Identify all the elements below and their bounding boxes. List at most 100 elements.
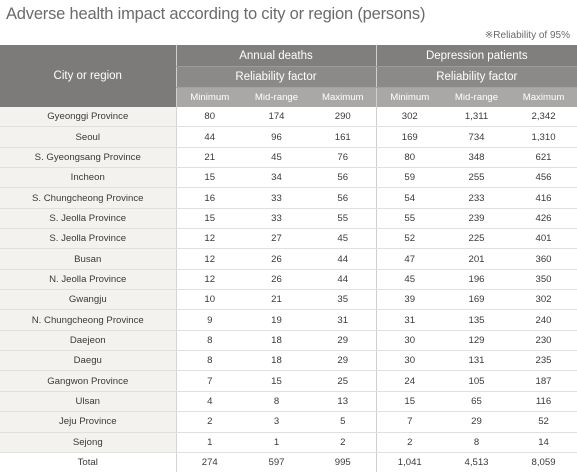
city-cell: Incheon: [0, 167, 177, 189]
annual-deaths-header: Annual deaths: [175, 45, 377, 67]
depression-minimum-cell: 15: [375, 391, 444, 413]
deaths-minimum-cell: 21: [176, 147, 243, 169]
depression-midrange-cell: 255: [443, 167, 511, 189]
city-cell: Daegu: [0, 350, 177, 372]
deaths-maximum-cell: 76: [310, 147, 377, 169]
deaths-maximum-header: Maximum: [310, 87, 377, 107]
health-impact-table: City or region Annual deaths Depression …: [0, 45, 577, 472]
city-cell: N. Jeolla Province: [0, 269, 177, 291]
depression-maximum-cell: 230: [510, 330, 577, 352]
deaths-maximum-cell: 56: [310, 187, 377, 209]
deaths-maximum-cell: 35: [310, 289, 377, 311]
depression-minimum-cell: 2: [375, 432, 444, 453]
deaths-maximum-cell: 45: [310, 228, 377, 250]
table-row: Gwangju 10 21 35 39 169 302: [0, 289, 577, 311]
deaths-maximum-cell: 2: [310, 432, 377, 453]
depression-maximum-cell: 235: [510, 350, 577, 372]
table-row: S. Gyeongsang Province 21 45 76 80 348 621: [0, 147, 577, 169]
deaths-reliability-header: Reliability factor: [175, 66, 377, 88]
city-cell: Gangwon Province: [0, 370, 177, 392]
deaths-maximum-cell: 31: [310, 309, 377, 331]
depression-minimum-cell: 7: [375, 411, 444, 433]
depression-midrange-cell: 169: [443, 289, 511, 311]
deaths-minimum-cell: 1: [176, 432, 243, 453]
city-cell: Jeju Province: [0, 411, 177, 433]
depression-maximum-cell: 401: [510, 228, 577, 250]
depression-maximum-cell: 426: [510, 208, 577, 230]
deaths-midrange-cell: 19: [243, 309, 310, 331]
deaths-minimum-cell: 7: [176, 370, 243, 392]
deaths-minimum-cell: 8: [176, 330, 243, 352]
city-cell: S. Chungcheong Province: [0, 187, 177, 209]
depression-minimum-cell: 59: [375, 167, 444, 189]
table-row: Gyeonggi Province 80 174 290 302 1,311 2,342: [0, 107, 577, 128]
city-cell: Sejong: [0, 432, 177, 453]
deaths-midrange-cell: 597: [243, 451, 310, 472]
city-cell: Gyeonggi Province: [0, 107, 177, 128]
depression-midrange-cell: 65: [443, 391, 511, 413]
depression-maximum-cell: 187: [510, 370, 577, 392]
city-cell: S. Gyeongsang Province: [0, 147, 177, 169]
depression-midrange-cell: 225: [443, 228, 511, 250]
city-cell: Gwangju: [0, 289, 177, 311]
deaths-maximum-cell: 25: [310, 370, 377, 392]
depression-maximum-cell: 360: [510, 248, 577, 270]
deaths-midrange-cell: 18: [243, 330, 310, 352]
deaths-minimum-cell: 15: [176, 167, 243, 189]
depression-midrange-cell: 734: [443, 126, 511, 148]
depression-maximum-cell: 621: [510, 147, 577, 169]
city-cell: N. Chungcheong Province: [0, 309, 177, 331]
table-row: N. Chungcheong Province 9 19 31 31 135 240: [0, 309, 577, 331]
deaths-midrange-cell: 8: [243, 391, 310, 413]
depression-maximum-header: Maximum: [510, 87, 577, 107]
city-cell: Ulsan: [0, 391, 177, 413]
depression-minimum-cell: 54: [375, 187, 444, 209]
depression-midrange-cell: 201: [443, 248, 511, 270]
table-row: Busan 12 26 44 47 201 360: [0, 248, 577, 270]
deaths-minimum-cell: 15: [176, 208, 243, 230]
deaths-midrange-cell: 21: [243, 289, 310, 311]
table-row: N. Jeolla Province 12 26 44 45 196 350: [0, 269, 577, 291]
depression-midrange-cell: 4,513: [443, 451, 511, 472]
depression-minimum-header: Minimum: [375, 87, 444, 107]
deaths-minimum-cell: 12: [176, 269, 243, 291]
deaths-midrange-cell: 26: [243, 248, 310, 270]
depression-midrange-cell: 131: [443, 350, 511, 372]
depression-minimum-cell: 30: [375, 350, 444, 372]
deaths-maximum-cell: 13: [310, 391, 377, 413]
depression-minimum-cell: 52: [375, 228, 444, 250]
city-column-header: City or region: [0, 45, 176, 107]
deaths-maximum-cell: 55: [310, 208, 377, 230]
depression-maximum-cell: 456: [510, 167, 577, 189]
deaths-minimum-cell: 4: [176, 391, 243, 413]
depression-minimum-cell: 31: [375, 309, 444, 331]
deaths-midrange-cell: 15: [243, 370, 310, 392]
table-row: Incheon 15 34 56 59 255 456: [0, 167, 577, 189]
table-row: S. Jeolla Province 12 27 45 52 225 401: [0, 228, 577, 250]
depression-minimum-cell: 45: [375, 269, 444, 291]
deaths-minimum-cell: 44: [176, 126, 243, 148]
depression-maximum-cell: 8,059: [510, 451, 577, 472]
depression-midrange-header: Mid-range: [443, 87, 511, 107]
depression-midrange-cell: 8: [443, 432, 511, 453]
depression-maximum-cell: 302: [510, 289, 577, 311]
deaths-minimum-cell: 8: [176, 350, 243, 372]
deaths-maximum-cell: 290: [310, 107, 377, 128]
deaths-midrange-cell: 45: [243, 147, 310, 169]
table-header: City or region Annual deaths Depression …: [0, 45, 577, 107]
deaths-midrange-cell: 34: [243, 167, 310, 189]
depression-midrange-cell: 348: [443, 147, 511, 169]
deaths-maximum-cell: 29: [310, 350, 377, 372]
city-cell: Seoul: [0, 126, 177, 148]
deaths-maximum-cell: 29: [310, 330, 377, 352]
depression-minimum-cell: 30: [375, 330, 444, 352]
table-title: Adverse health impact according to city …: [6, 5, 426, 23]
deaths-midrange-cell: 3: [243, 411, 310, 433]
table-row: Ulsan 4 8 13 15 65 116: [0, 391, 577, 413]
deaths-maximum-cell: 995: [310, 451, 377, 472]
depression-maximum-cell: 416: [510, 187, 577, 209]
depression-maximum-cell: 2,342: [510, 107, 577, 128]
deaths-midrange-cell: 18: [243, 350, 310, 372]
depression-maximum-cell: 116: [510, 391, 577, 413]
deaths-minimum-cell: 274: [176, 451, 243, 472]
